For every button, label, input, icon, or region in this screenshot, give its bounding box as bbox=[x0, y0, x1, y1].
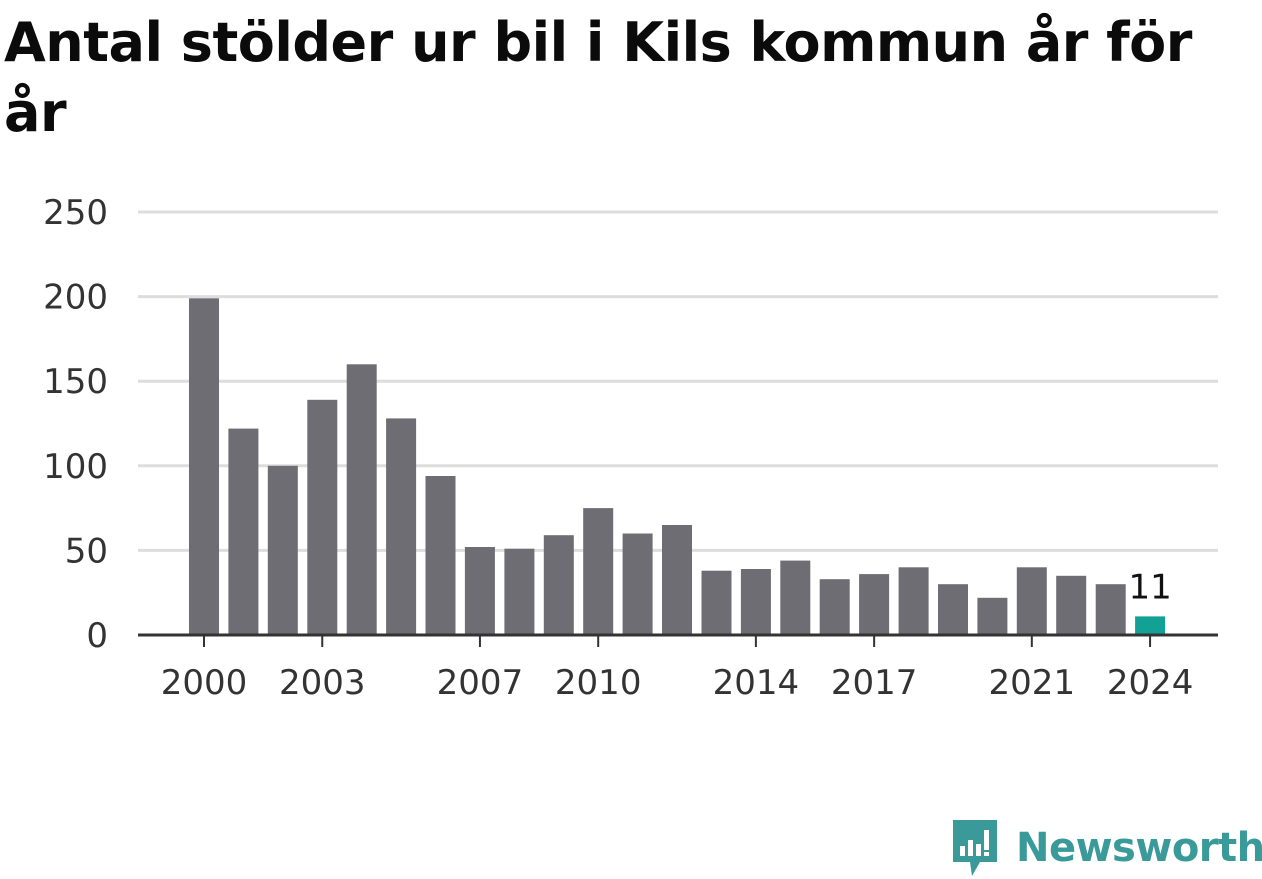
y-tick-label: 250 bbox=[43, 193, 108, 233]
x-tick-label: 2017 bbox=[831, 663, 918, 703]
bars bbox=[189, 298, 1166, 635]
y-tick-label: 100 bbox=[43, 447, 108, 487]
x-tick-label: 2007 bbox=[437, 663, 524, 703]
bar-2000 bbox=[189, 298, 219, 635]
bar-2001 bbox=[228, 428, 259, 635]
newsworthy-logo[interactable]: Newsworthy bbox=[950, 818, 1262, 878]
x-tick-label: 2021 bbox=[989, 663, 1076, 703]
bar-2006 bbox=[425, 476, 456, 635]
y-axis-labels: 0 50 100 150 200 250 bbox=[43, 193, 108, 656]
bar-2013 bbox=[701, 570, 732, 635]
bar-2015 bbox=[780, 560, 811, 635]
bar-2023 bbox=[1095, 584, 1126, 635]
x-tick-label: 2000 bbox=[161, 663, 248, 703]
bar-2024 bbox=[1135, 616, 1166, 635]
bar-2021 bbox=[1016, 567, 1047, 635]
y-tick-label: 50 bbox=[65, 531, 108, 571]
bar-2014 bbox=[740, 569, 771, 635]
newsworthy-logo-icon bbox=[953, 820, 997, 876]
chart-title: Antal stölder ur bil i Kils kommun år fö… bbox=[4, 11, 1192, 144]
bar-2008 bbox=[504, 548, 535, 635]
x-tick-label: 2003 bbox=[279, 663, 366, 703]
bar-2005 bbox=[386, 418, 417, 635]
bar-2003 bbox=[307, 399, 338, 635]
annotations: 11 bbox=[1128, 567, 1171, 607]
highlight-value-label: 11 bbox=[1128, 567, 1171, 607]
bar-2018 bbox=[898, 567, 929, 635]
bar-2016 bbox=[819, 579, 850, 635]
bar-2011 bbox=[622, 533, 653, 635]
bar-2007 bbox=[464, 547, 495, 635]
bar-2002 bbox=[267, 465, 298, 635]
bar-2004 bbox=[346, 364, 377, 635]
bar-2022 bbox=[1056, 575, 1087, 635]
bar-2019 bbox=[938, 584, 968, 635]
grid-lines bbox=[138, 210, 1218, 552]
bar-2020 bbox=[977, 597, 1008, 635]
brand-name: Newsworthy bbox=[1016, 825, 1262, 871]
x-axis bbox=[138, 633, 1218, 647]
y-tick-label: 0 bbox=[86, 616, 108, 656]
y-tick-label: 200 bbox=[43, 278, 108, 318]
x-tick-label: 2014 bbox=[713, 663, 800, 703]
x-axis-labels: 2000 2003 2007 2010 2014 2017 2021 2024 bbox=[161, 663, 1194, 703]
y-tick-label: 150 bbox=[43, 362, 108, 402]
bar-2017 bbox=[859, 574, 890, 635]
x-tick-label: 2024 bbox=[1107, 663, 1194, 703]
x-tick-label: 2010 bbox=[555, 663, 642, 703]
bar-2012 bbox=[662, 525, 692, 635]
bar-2010 bbox=[583, 508, 614, 635]
bar-2009 bbox=[543, 535, 574, 635]
